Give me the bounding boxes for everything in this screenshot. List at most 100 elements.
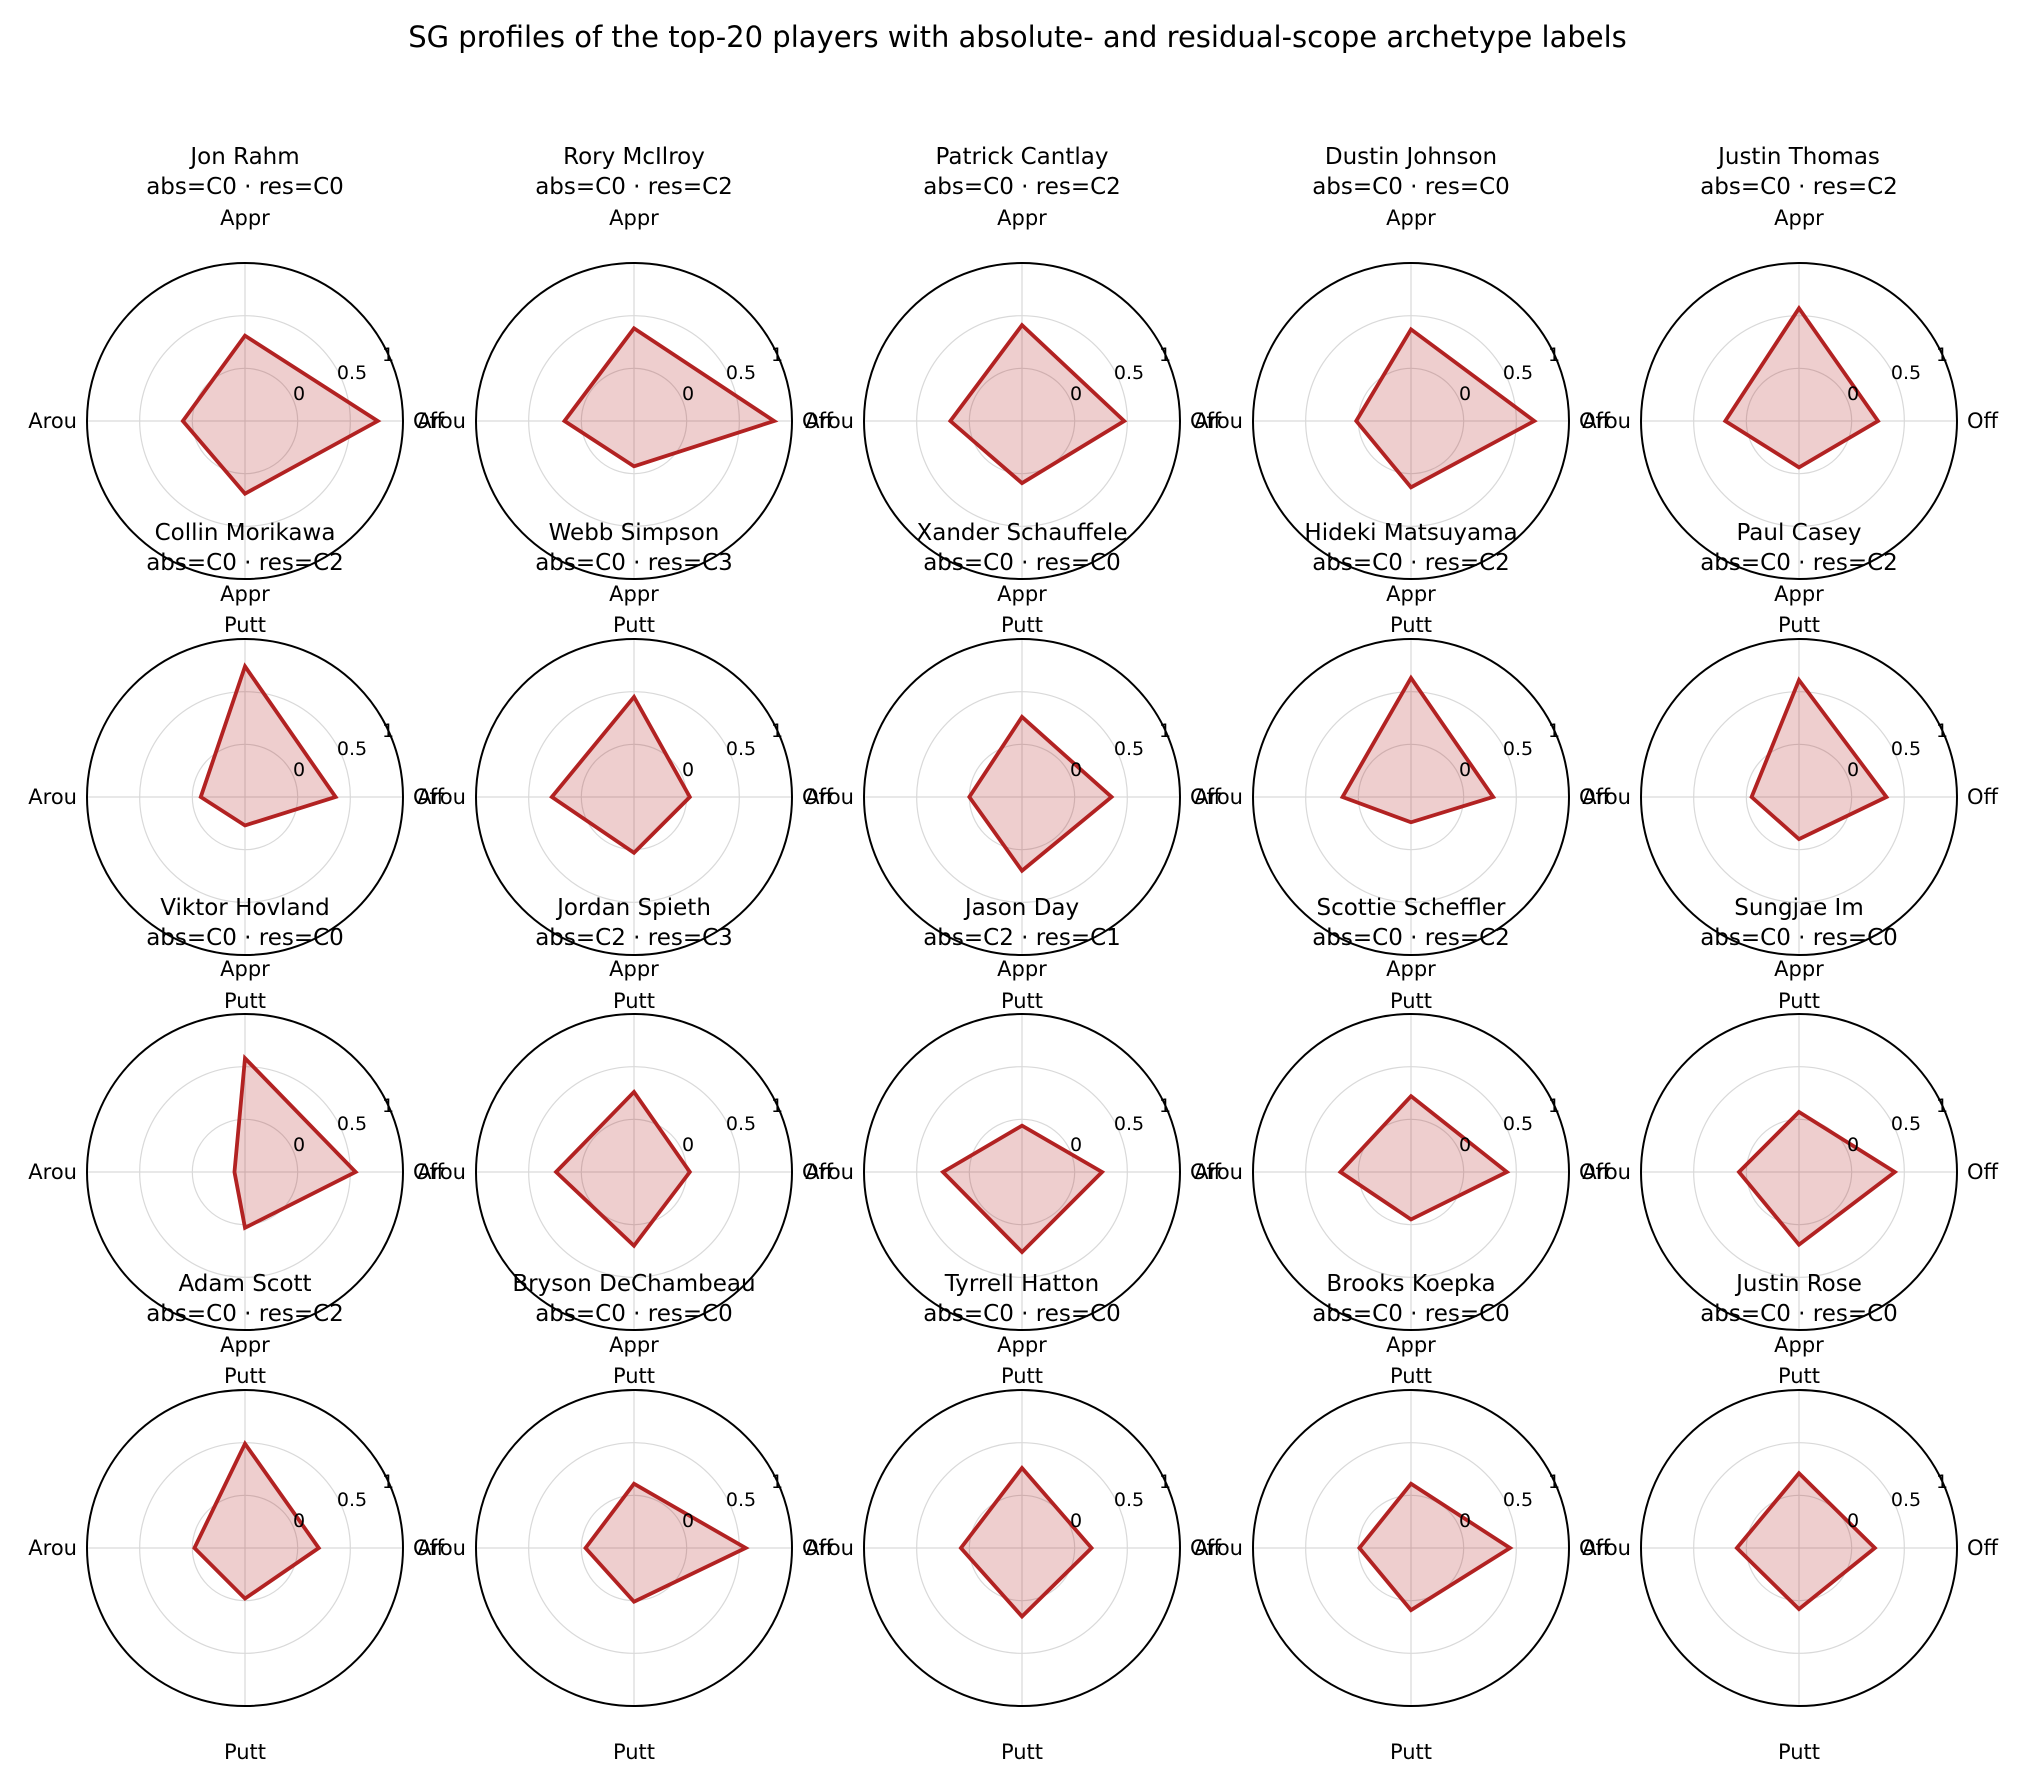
rtick-label-05: 0.5 — [725, 1489, 755, 1511]
axis-label-appr: Appr — [997, 1333, 1047, 1357]
rtick-label-05: 0.5 — [1114, 362, 1144, 384]
axis-label-arou: Arou — [417, 409, 466, 433]
axis-label-putt: Putt — [1001, 1740, 1043, 1764]
rtick-label-05: 0.5 — [337, 1489, 367, 1511]
archetype-label: abs=C0 · res=C0 — [146, 925, 344, 951]
player-name: Jordan Spieth — [555, 895, 711, 921]
rtick-label-1: 1 — [382, 1095, 394, 1117]
axis-label-appr: Appr — [1386, 582, 1436, 606]
player-name: Tyrrell Hatton — [944, 1271, 1099, 1297]
player-name: Collin Morikawa — [155, 520, 336, 546]
radial-gridline-zero — [968, 1494, 1076, 1601]
player-name: Viktor Hovland — [160, 895, 329, 921]
axis-label-putt: Putt — [1778, 989, 1820, 1013]
rtick-label-05: 0.5 — [725, 1113, 755, 1135]
figure-title: SG profiles of the top-20 players with a… — [408, 20, 1627, 54]
radar-chart-justin-rose: 0 0.5 1 Appr Putt Arou Off Justin Rose abs=C0 · … — [1583, 1271, 1999, 1764]
radial-gridline-half — [527, 690, 740, 903]
rtick-label-05: 0.5 — [1503, 738, 1533, 760]
axis-label-appr: Appr — [609, 206, 659, 230]
axis-label-putt: Putt — [224, 613, 266, 637]
sg-polygon — [947, 322, 1128, 486]
radial-gridline-half — [1304, 315, 1517, 527]
rtick-label-1: 1 — [771, 1095, 783, 1117]
radial-gridline-half — [1304, 1066, 1517, 1278]
axis-label-appr: Appr — [997, 957, 1047, 981]
axis-label-putt: Putt — [1390, 1740, 1432, 1764]
archetype-label: abs=C2 · res=C1 — [923, 925, 1121, 951]
axis-label-arou: Arou — [1194, 1536, 1243, 1560]
archetype-label: abs=C0 · res=C2 — [1701, 174, 1899, 200]
player-name: Hideki Matsuyama — [1304, 520, 1517, 546]
archetype-label: abs=C0 · res=C0 — [923, 550, 1121, 576]
sg-polygon — [1337, 1093, 1511, 1222]
axis-label-arou: Arou — [1194, 785, 1243, 809]
player-name: Jason Day — [963, 895, 1079, 921]
rtick-label-1: 1 — [382, 344, 394, 366]
rtick-label-1: 1 — [1548, 1095, 1560, 1117]
polar-spine — [474, 262, 793, 580]
archetype-label: abs=C0 · res=C2 — [923, 174, 1121, 200]
axis-label-off: Off — [1967, 1160, 1999, 1184]
rtick-label-0: 0 — [1847, 383, 1859, 405]
radar-chart-jordan-spieth: 0 0.5 1 Appr Putt Arou Off Jordan Spieth abs=C2 … — [417, 895, 833, 1388]
polar-spine — [1251, 1388, 1570, 1707]
axis-label-appr: Appr — [220, 582, 270, 606]
rtick-label-05: 0.5 — [1891, 738, 1921, 760]
archetype-label: abs=C0 · res=C0 — [1701, 1301, 1899, 1327]
polar-spine — [474, 1013, 793, 1331]
axis-label-arou: Arou — [1194, 1160, 1243, 1184]
rtick-label-05: 0.5 — [337, 1113, 367, 1135]
axis-label-putt: Putt — [1778, 1740, 1820, 1764]
archetype-label: abs=C0 · res=C0 — [1312, 1301, 1510, 1327]
axis-label-putt: Putt — [613, 989, 655, 1013]
rtick-label-05: 0.5 — [1114, 1489, 1144, 1511]
radar-chart-scottie-scheffler: 0 0.5 1 Appr Putt Arou Off Scottie Scheffler abs… — [1194, 895, 1610, 1388]
axis-label-putt: Putt — [613, 1364, 655, 1388]
rtick-label-0: 0 — [1847, 1510, 1859, 1532]
rtick-label-0: 0 — [1459, 383, 1471, 405]
rtick-label-1: 1 — [1159, 1471, 1171, 1493]
polar-spine — [1640, 1013, 1959, 1331]
axis-label-arou: Arou — [417, 1160, 466, 1184]
radial-gridline-half — [1693, 315, 1906, 527]
axis-label-arou: Arou — [805, 785, 854, 809]
radial-gridline-zero — [968, 1118, 1076, 1226]
radial-gridline-zero — [580, 367, 687, 475]
radial-gridline-zero — [191, 367, 299, 475]
rtick-label-05: 0.5 — [1503, 1113, 1533, 1135]
rtick-label-0: 0 — [1459, 1134, 1471, 1156]
axis-label-off: Off — [1967, 409, 1999, 433]
axis-label-arou: Arou — [28, 1536, 77, 1560]
axis-label-arou: Arou — [1194, 409, 1243, 433]
axis-label-arou: Arou — [417, 1536, 466, 1560]
rtick-label-0: 0 — [682, 759, 694, 781]
radial-gridline-half — [916, 690, 1129, 903]
radial-gridline-half — [916, 1441, 1129, 1654]
rtick-label-1: 1 — [1936, 1095, 1948, 1117]
axis-label-off: Off — [413, 1536, 445, 1560]
radial-gridline-half — [916, 1066, 1129, 1278]
rtick-label-0: 0 — [1847, 1134, 1859, 1156]
rtick-label-0: 0 — [1070, 1510, 1082, 1532]
archetype-label: abs=C0 · res=C0 — [535, 1301, 733, 1327]
rtick-label-0: 0 — [1459, 1510, 1471, 1532]
rtick-label-0: 0 — [682, 383, 694, 405]
sg-polygon — [967, 713, 1115, 873]
radar-chart-jon-rahm: 0 0.5 1 Appr Putt Arou Off Jon Rahm abs=C0 · res… — [28, 144, 444, 637]
polar-spine — [863, 1388, 1182, 1707]
axis-label-arou: Arou — [805, 1536, 854, 1560]
radar-chart-rory-mcilroy: 0 0.5 1 Appr Putt Arou Off Rory McIlroy abs=C0 ·… — [417, 144, 833, 637]
player-name: Brooks Koepka — [1326, 1271, 1495, 1297]
polar-spine — [1640, 262, 1959, 580]
radial-gridline-zero — [968, 367, 1076, 475]
radial-gridline-zero — [1746, 1118, 1853, 1226]
radial-gridline-zero — [580, 743, 687, 850]
axis-label-off: Off — [1579, 785, 1611, 809]
polar-spine — [863, 637, 1182, 956]
sg-polygon — [1749, 675, 1890, 841]
axis-label-appr: Appr — [1775, 582, 1825, 606]
axis-label-putt: Putt — [1390, 989, 1432, 1013]
